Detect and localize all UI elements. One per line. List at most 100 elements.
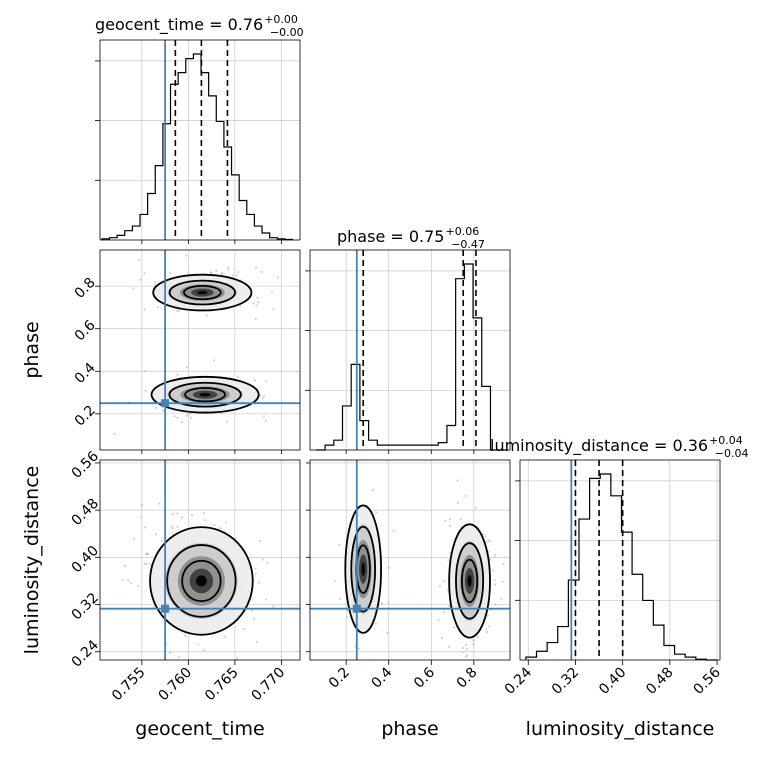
scatter-point: [472, 643, 475, 646]
scatter-point: [171, 512, 174, 516]
scatter-point: [143, 562, 146, 566]
scatter-point: [387, 566, 390, 569]
ytick-label-luminosity_distance-4: 0.56: [69, 448, 102, 481]
scatter-point: [243, 628, 246, 631]
scatter-point: [219, 526, 222, 530]
scatter-point: [392, 529, 395, 533]
scatter-point: [185, 366, 188, 369]
density-level-1-4: [467, 575, 472, 587]
ytick-label-phase-1: 0.4: [72, 360, 99, 387]
xtick-label-phase-1: 0.4: [368, 664, 395, 691]
scatter-point: [357, 647, 360, 650]
scatter-point: [254, 567, 257, 570]
scatter-point: [184, 635, 187, 638]
scatter-point: [168, 651, 172, 654]
density-level-0-4: [196, 575, 207, 587]
scatter-point: [264, 598, 268, 601]
contour-1-2: [184, 387, 227, 403]
xtick-label-luminosity_distance-1: 0.32: [549, 665, 582, 698]
scatter-point: [464, 494, 467, 497]
xtick-label-geocent_time-2: 0.765: [202, 665, 242, 705]
scatter-point: [493, 579, 496, 582]
scatter-point: [339, 597, 342, 600]
scatter-point: [265, 380, 268, 383]
scatter-point: [202, 512, 206, 515]
scatter-point: [137, 585, 140, 588]
scatter-point: [374, 622, 377, 625]
scatter-point: [465, 647, 468, 650]
scatter-point: [209, 271, 212, 274]
scatter-point: [254, 317, 257, 321]
density-level-0-4: [361, 562, 366, 576]
scatter-point: [270, 290, 274, 293]
scatter-point: [201, 687, 203, 689]
scatter-point: [259, 540, 262, 543]
scatter-point: [501, 580, 504, 583]
hist-panel-phase: [305, 250, 510, 451]
scatter-point: [489, 540, 492, 543]
scatter-point: [236, 270, 239, 274]
density-level-1-4: [199, 392, 211, 397]
scatter-point: [113, 432, 116, 435]
panel-geocent_time_luminosity_distance: [63, 460, 300, 689]
scatter-point: [146, 553, 149, 556]
scatter-point: [448, 552, 451, 555]
scatter-point: [488, 625, 491, 628]
scatter-point: [221, 272, 224, 275]
scatter-point: [224, 521, 227, 524]
xtick-label-phase-2: 0.6: [411, 664, 438, 691]
scatter-point: [493, 554, 497, 557]
scatter-point: [225, 420, 229, 423]
scatter-point: [253, 379, 256, 382]
scatter-point: [494, 583, 497, 586]
scatter-point: [461, 651, 464, 654]
contour-1-1: [455, 542, 485, 620]
scatter-point: [170, 525, 173, 528]
scatter-point: [346, 609, 349, 612]
scatter-point: [235, 274, 238, 277]
scatter-point: [338, 543, 341, 547]
contour-0-0: [152, 273, 253, 312]
scatter-point: [443, 580, 446, 583]
scatter-point: [132, 287, 135, 290]
scatter-point: [237, 375, 240, 378]
scatter-point: [252, 302, 255, 305]
scatter-point: [448, 518, 452, 521]
scatter-point: [459, 517, 462, 521]
hist-frame-geocent_time: [99, 39, 301, 241]
scatter-point: [447, 559, 450, 562]
contour-0-1: [350, 525, 377, 613]
scatter-point: [180, 516, 184, 519]
scatter-point: [474, 506, 477, 510]
scatter-point: [123, 564, 126, 567]
scatter-point: [456, 501, 459, 504]
panel-phase_luminosity_distance: [310, 460, 510, 660]
scatter-point: [215, 269, 218, 273]
scatter-point: [144, 526, 147, 529]
xtick-label-luminosity_distance-0: 0.24: [502, 664, 535, 697]
scatter-point: [386, 631, 389, 634]
contour-0-1: [166, 544, 237, 618]
hist-step-geocent_time: [101, 53, 294, 241]
scatter-point: [255, 640, 258, 644]
scatter-point: [465, 655, 468, 658]
panel-content-phase_luminosity_distance: [334, 479, 505, 660]
scatter-point: [466, 654, 469, 657]
scatter-point: [271, 605, 275, 608]
scatter-point: [255, 304, 258, 307]
xlabel-luminosity_distance: luminosity_distance: [526, 718, 715, 740]
xtick-label-geocent_time-0: 0.755: [109, 665, 149, 705]
scatter-point: [121, 578, 124, 581]
scatter-point: [144, 389, 147, 392]
ytick-label-luminosity_distance-0: 0.24: [69, 637, 102, 670]
scatter-point: [177, 309, 180, 313]
xtick-label-phase-0: 0.2: [326, 665, 353, 692]
hist-panel-luminosity_distance: [515, 460, 720, 661]
scatter-point: [254, 573, 257, 576]
truth-marker-phase_luminosity_distance: [352, 604, 361, 613]
scatter-point: [500, 597, 503, 600]
scatter-point: [487, 539, 490, 542]
scatter-point: [63, 662, 65, 664]
xlabel-phase: phase: [381, 718, 438, 740]
scatter-point: [448, 604, 451, 607]
